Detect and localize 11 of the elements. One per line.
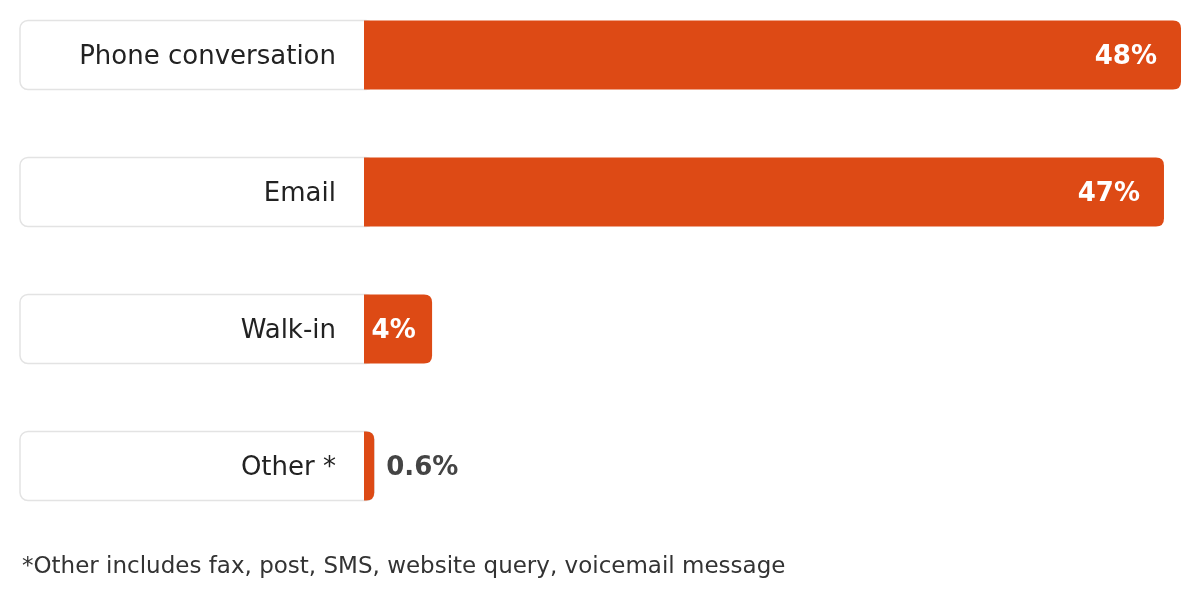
bar: [364, 431, 375, 501]
y-tick-label: Phone conversation: [79, 40, 336, 71]
text: *Other includes fax, post, SMS, website query, voicemail message: [22, 552, 786, 579]
y-tick-label: Walk-in: [240, 314, 336, 345]
y-tick-label: Other *: [240, 451, 336, 482]
data-label: 0.6%: [386, 451, 459, 482]
data-label: 4%: [371, 314, 416, 345]
data-label: 47%: [1077, 177, 1140, 208]
bar: [364, 294, 433, 364]
data-label: 48%: [1094, 40, 1157, 71]
y-tick-label: Email: [263, 177, 336, 208]
